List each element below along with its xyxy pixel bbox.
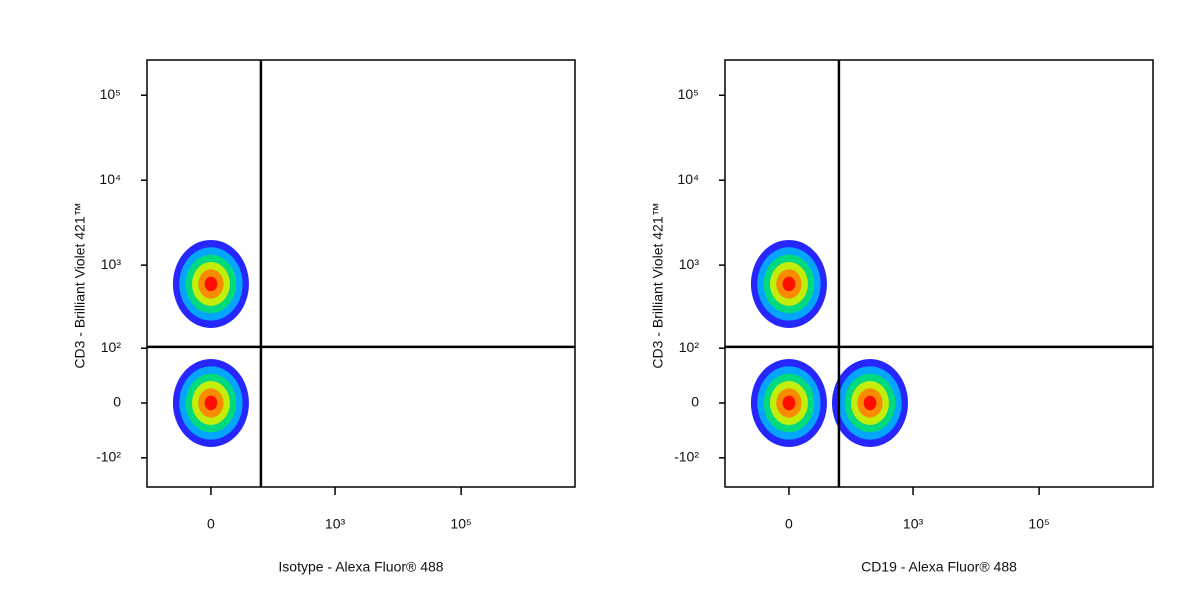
population-core	[782, 276, 796, 292]
y-tick-label: 10²	[679, 339, 700, 355]
y-axis-label: CD3 - Brilliant Violet 421™	[650, 202, 666, 368]
x-tick-label: 10⁵	[450, 516, 471, 532]
y-tick-label: 10³	[679, 256, 700, 272]
x-tick-label: 10³	[325, 516, 346, 532]
y-tick-label: -10²	[96, 449, 121, 465]
y-tick-label: -10²	[674, 449, 699, 465]
y-tick-label: 10⁵	[678, 86, 699, 102]
x-axis-label: Isotype - Alexa Fluor® 488	[278, 559, 443, 575]
x-tick-label: 0	[207, 516, 215, 532]
population-core	[204, 395, 218, 411]
y-tick-label: 10³	[101, 256, 122, 272]
x-axis-label: CD19 - Alexa Fluor® 488	[861, 559, 1017, 575]
x-tick-label: 10⁵	[1028, 516, 1049, 532]
y-tick-label: 0	[113, 394, 121, 410]
x-tick-label: 0	[785, 516, 793, 532]
y-tick-label: 10⁴	[677, 171, 699, 187]
plot-frame	[146, 59, 576, 488]
y-tick-label: 10⁵	[100, 86, 121, 102]
y-tick-label: 0	[691, 394, 699, 410]
y-axis-label: CD3 - Brilliant Violet 421™	[72, 202, 88, 368]
y-tick-label: 10⁴	[99, 171, 121, 187]
population-core	[782, 395, 796, 411]
plot-frame	[724, 59, 1154, 488]
population-core	[204, 276, 218, 292]
x-tick-label: 10³	[903, 516, 924, 532]
y-tick-label: 10²	[101, 339, 122, 355]
population-core	[863, 395, 877, 411]
